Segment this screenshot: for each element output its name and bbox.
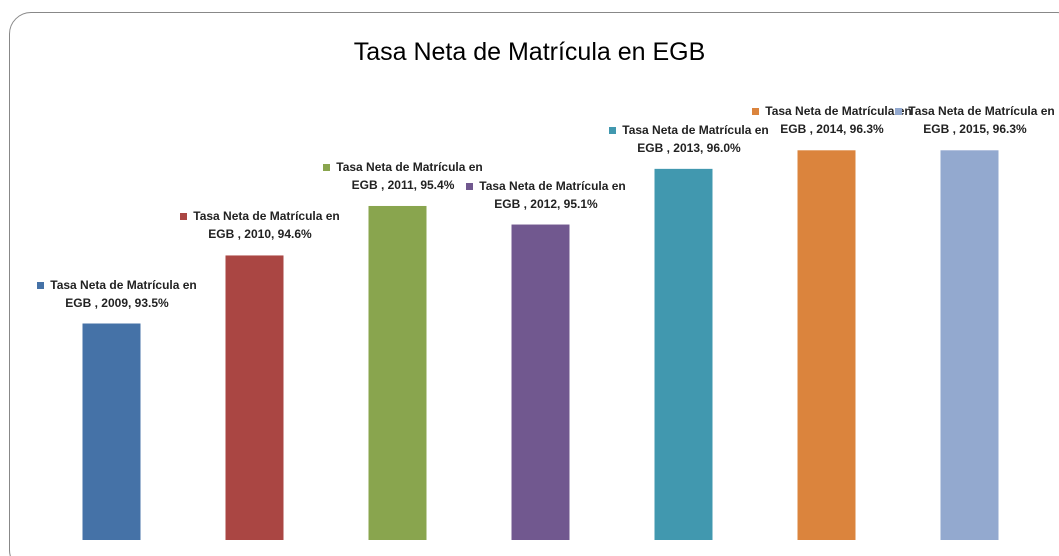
label-marker bbox=[466, 182, 474, 190]
chart-title: Tasa Neta de Matrícula en EGB bbox=[353, 38, 706, 66]
bar bbox=[82, 323, 141, 540]
label-marker bbox=[323, 163, 331, 171]
data-label: Tasa Neta de Matrícula en EGB , 2015, 96… bbox=[883, 102, 1059, 138]
label-marker bbox=[609, 126, 617, 134]
data-label: Tasa Neta de Matrícula en EGB , 2012, 95… bbox=[454, 177, 639, 213]
data-label-text: Tasa Neta de Matrícula en EGB , 2015, 96… bbox=[908, 104, 1055, 137]
label-marker bbox=[752, 108, 760, 116]
bar bbox=[511, 224, 570, 540]
chart-frame bbox=[9, 12, 1059, 556]
data-label-text: Tasa Neta de Matrícula en EGB , 2009, 93… bbox=[50, 277, 197, 310]
data-label-text: Tasa Neta de Matrícula en EGB , 2011, 95… bbox=[336, 159, 483, 192]
data-label-text: Tasa Neta de Matrícula en EGB , 2012, 95… bbox=[479, 178, 626, 211]
label-marker bbox=[180, 213, 188, 221]
bar bbox=[368, 205, 427, 540]
data-label: Tasa Neta de Matrícula en EGB , 2014, 96… bbox=[740, 102, 925, 138]
bar bbox=[797, 150, 856, 541]
data-label: Tasa Neta de Matrícula en EGB , 2013, 96… bbox=[597, 121, 782, 157]
bar bbox=[654, 168, 713, 540]
bar bbox=[940, 150, 999, 541]
data-label: Tasa Neta de Matrícula en EGB , 2010, 94… bbox=[168, 207, 353, 243]
data-label-text: Tasa Neta de Matrícula en EGB , 2013, 96… bbox=[622, 122, 769, 155]
data-label: Tasa Neta de Matrícula en EGB , 2011, 95… bbox=[311, 158, 496, 194]
label-marker bbox=[895, 108, 903, 116]
data-label-text: Tasa Neta de Matrícula en EGB , 2010, 94… bbox=[193, 209, 340, 242]
data-label-text: Tasa Neta de Matrícula en EGB , 2014, 96… bbox=[765, 104, 912, 137]
label-marker bbox=[37, 281, 45, 289]
data-label: Tasa Neta de Matrícula en EGB , 2009, 93… bbox=[25, 276, 210, 312]
bar bbox=[225, 255, 284, 540]
